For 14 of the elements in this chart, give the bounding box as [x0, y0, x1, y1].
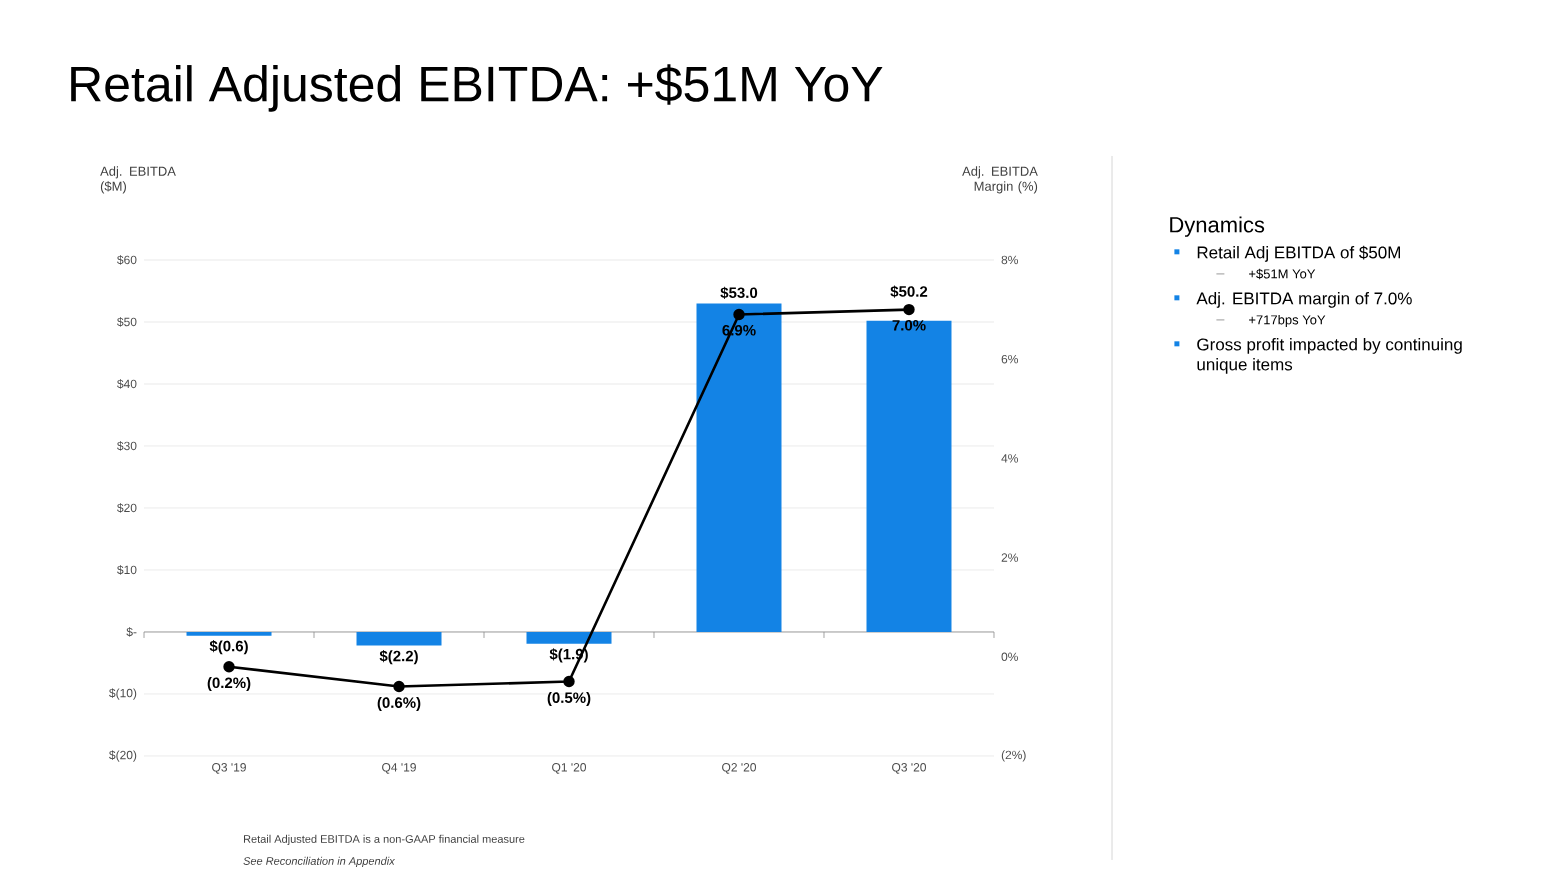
point — [733, 308, 745, 321]
point — [903, 303, 915, 316]
point — [393, 680, 405, 693]
bar — [696, 303, 782, 632]
bar — [356, 631, 442, 646]
point — [223, 661, 235, 673]
bar — [866, 320, 952, 632]
chart-title: Retail Adjusted EBITDA: +$51M YoY — [71, 64, 883, 112]
point — [563, 675, 575, 688]
text: Gross profit impacted by continuing unique items — [1197, 337, 1462, 374]
text: Retail Adj EBITDA of $50M — [1197, 245, 1400, 262]
text: Dynamics — [1170, 216, 1265, 237]
bar — [526, 631, 612, 644]
text: Adj. EBITDA margin of 7.0% — [1196, 291, 1412, 308]
